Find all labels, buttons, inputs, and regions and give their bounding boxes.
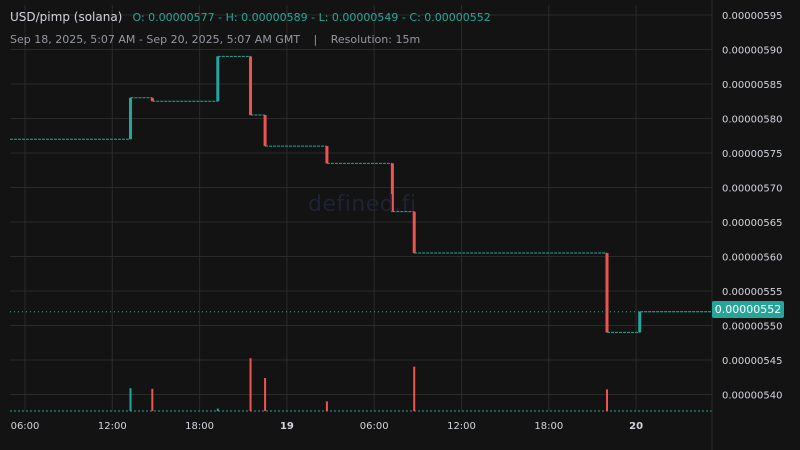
volume-bar — [606, 389, 608, 411]
volume-bar — [249, 358, 252, 411]
low-label: L: — [318, 11, 329, 24]
x-tick-label: 06:00 — [11, 421, 40, 432]
volume-bar — [151, 388, 154, 411]
y-tick-label: 0.00000555 — [722, 287, 782, 298]
y-tick-label: 0.00000545 — [722, 356, 782, 367]
candle — [249, 56, 253, 116]
y-tick-label: 0.00000575 — [722, 149, 782, 160]
y-tick-label: 0.00000560 — [722, 253, 782, 264]
candle — [150, 97, 154, 102]
candle — [638, 311, 642, 333]
x-tick-label: 18:00 — [534, 421, 563, 432]
close-value: 0.00000552 — [424, 11, 491, 24]
pair-title: USD/pimp (solana) — [10, 10, 123, 24]
watermark: defined.fi — [308, 192, 417, 217]
candle — [128, 97, 132, 140]
candle — [263, 115, 267, 147]
candles — [10, 55, 712, 333]
y-tick-label: 0.00000585 — [722, 80, 782, 91]
candle — [605, 253, 609, 333]
high-value: 0.00000589 — [241, 11, 308, 24]
x-axis: 06:00 12:00 18:00 19 06:00 12:00 18:00 20 — [11, 421, 644, 432]
x-tick-label: 18:00 — [185, 421, 214, 432]
y-tick-label: 0.00000580 — [722, 115, 782, 126]
open-value: 0.00000577 — [148, 11, 215, 24]
y-tick-label: 0.00000590 — [722, 46, 782, 57]
resolution: Resolution: 15m — [330, 33, 421, 46]
volume-bars — [10, 358, 712, 412]
x-tick-label: 20 — [629, 421, 643, 432]
range-separator: | — [313, 33, 318, 46]
volume-bar — [413, 366, 416, 411]
high-label: H: — [225, 11, 238, 24]
y-tick-label: 0.00000570 — [722, 184, 782, 195]
volume-bar — [264, 378, 267, 411]
grid-lines — [10, 5, 712, 411]
x-tick-label: 06:00 — [360, 421, 389, 432]
volume-bar — [129, 388, 132, 411]
volume-bar — [325, 401, 328, 411]
last-price-tag: 0.00000552 — [712, 301, 784, 318]
ohlc-legend: USD/pimp (solana) O: 0.00000577 - H: 0.0… — [10, 10, 491, 25]
y-tick-label: 0.00000540 — [722, 391, 782, 402]
open-label: O: — [132, 11, 145, 24]
candle — [412, 211, 416, 254]
x-tick-label: 19 — [280, 421, 294, 432]
close-label: C: — [409, 11, 421, 24]
date-range: Sep 18, 2025, 5:07 AM - Sep 20, 2025, 5:… — [10, 33, 301, 46]
range-info: Sep 18, 2025, 5:07 AM - Sep 20, 2025, 5:… — [10, 33, 420, 46]
volume-bar — [216, 408, 219, 411]
candle — [390, 163, 394, 212]
y-tick-label: 0.00000550 — [722, 322, 782, 333]
candle — [325, 146, 329, 164]
x-tick-label: 12:00 — [98, 421, 127, 432]
candle — [216, 56, 220, 102]
x-tick-label: 12:00 — [447, 421, 476, 432]
low-value: 0.00000549 — [331, 11, 399, 24]
y-tick-label: 0.00000595 — [722, 11, 782, 22]
y-tick-label: 0.00000565 — [722, 218, 782, 229]
ohlc-values: O: 0.00000577 - H: 0.00000589 - L: 0.000… — [132, 11, 491, 24]
y-axis: 0.00000595 0.00000590 0.00000585 0.00000580… — [711, 0, 782, 450]
